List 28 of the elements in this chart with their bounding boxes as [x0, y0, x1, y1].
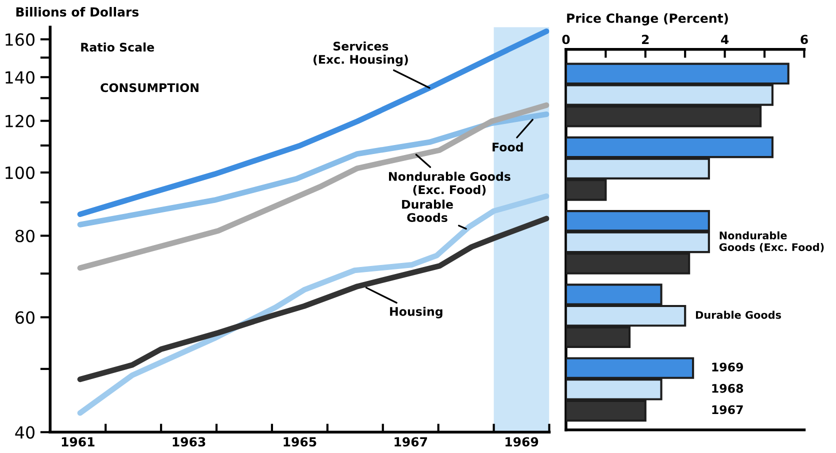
x-tick-label: 1961: [62, 437, 94, 447]
x-tick-label: 0: [562, 34, 570, 44]
x-axis-title: Price Change (Percent): [567, 13, 728, 26]
x-tick-label: 1967: [394, 437, 428, 447]
y-tick-label: 80: [16, 230, 34, 242]
annotation: CONSUMPTION: [100, 83, 198, 92]
x-tick-label: 2: [642, 34, 649, 44]
y-tick-label: 140: [6, 71, 34, 84]
text: 1967: [712, 405, 743, 414]
series-label: Durable Goods: [402, 200, 453, 222]
y-tick-label: 60: [16, 311, 34, 324]
x-tick-label: 4: [721, 34, 729, 44]
text: Services (Exc. Housing): [314, 41, 408, 66]
y-tick-label: 100: [6, 166, 34, 180]
text: Housing: [390, 306, 442, 318]
series-label: Nondurable Goods (Exc. Food): [389, 172, 510, 196]
x-tick-label: 6: [800, 34, 808, 44]
y-tick-label: 40: [15, 426, 34, 439]
series-label: 1969: [712, 362, 744, 372]
y-axis-title: Billions of Dollars: [16, 6, 139, 17]
text: 1968: [712, 384, 744, 393]
x-tick-label: 1965: [284, 437, 316, 447]
series-label: Food: [492, 142, 523, 152]
annotation: Ratio Scale: [81, 42, 154, 52]
y-tick-label: 120: [6, 114, 34, 128]
y-tick-label: 160: [6, 33, 34, 46]
x-tick-label: 1963: [172, 437, 206, 447]
x-tick-label: 1969: [506, 437, 538, 447]
